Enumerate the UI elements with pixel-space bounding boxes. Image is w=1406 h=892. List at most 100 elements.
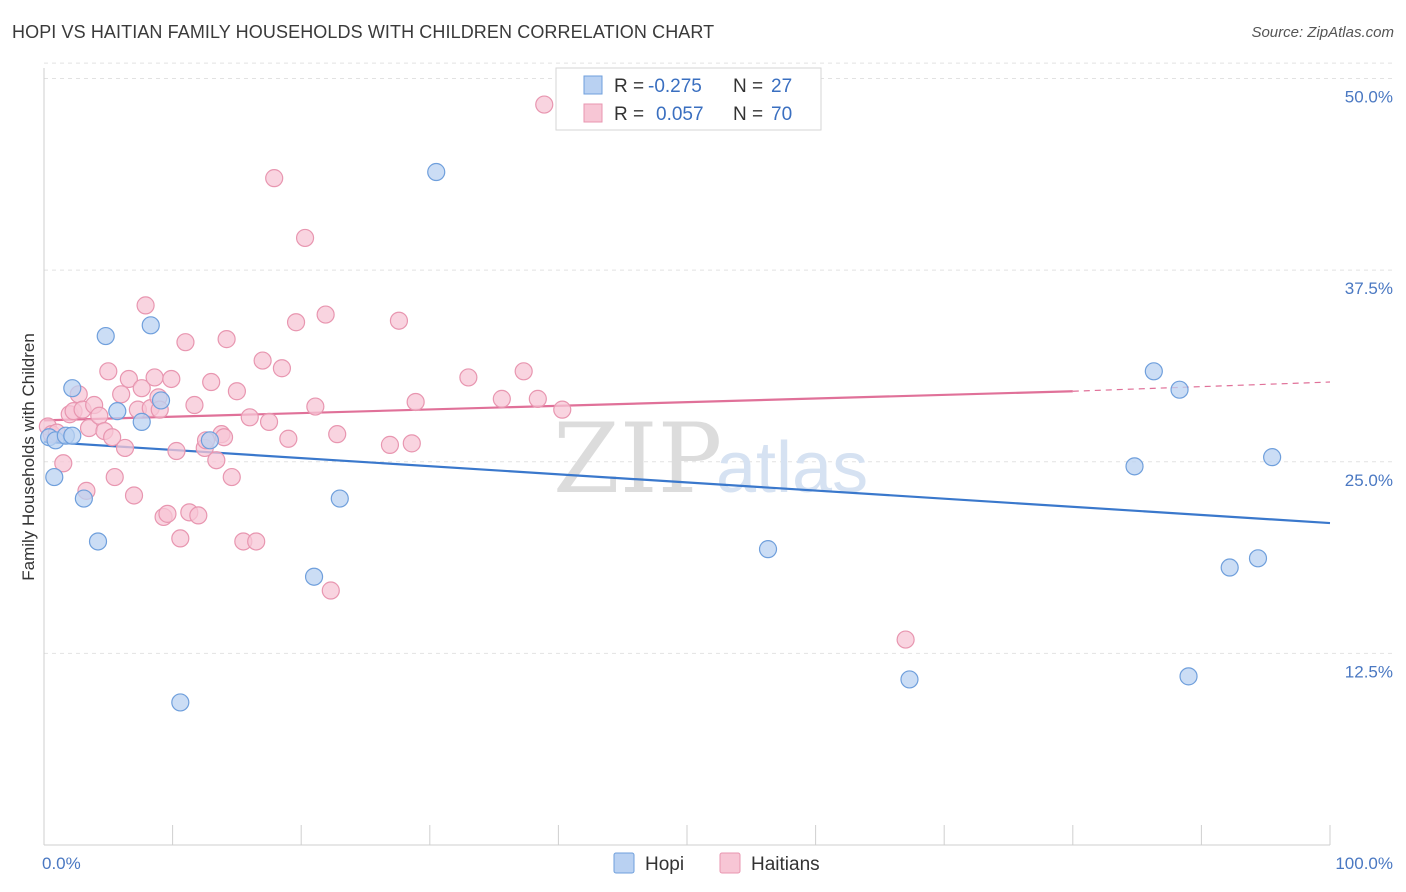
legend-hopi-n-label: N = [733, 76, 763, 97]
point-haitians-3 [54, 454, 73, 473]
point-hopi-6 [63, 379, 82, 398]
point-haitians-48 [272, 359, 292, 378]
point-haitians-41 [227, 382, 246, 401]
top-legend: R = -0.275 N = 27 R = 0.057 N = 70 [555, 67, 822, 131]
point-haitians-56 [380, 435, 400, 454]
point-hopi-8 [108, 402, 127, 421]
point-haitians-43 [240, 408, 259, 427]
point-hopi-5 [74, 489, 93, 508]
point-haitians-31 [176, 333, 195, 352]
point-haitians-16 [112, 385, 131, 404]
point-haitians-61 [492, 389, 511, 408]
x-tick-label-max: 100.0% [1335, 854, 1393, 873]
legend-haitians-n-value: 70 [771, 104, 792, 125]
legend-haitians-r-value: 0.057 [656, 104, 704, 125]
point-hopi-21 [1144, 362, 1163, 381]
point-haitians-14 [103, 428, 122, 447]
bottom-legend: Hopi Haitians [613, 852, 820, 875]
y-tick-label-3: 50.0% [1345, 88, 1393, 107]
point-haitians-49 [279, 429, 298, 448]
chart-source: Source: ZipAtlas.com [1251, 24, 1394, 41]
legend-hopi-r-value: -0.275 [648, 76, 702, 97]
point-haitians-57 [389, 311, 409, 330]
point-haitians-47 [265, 169, 284, 188]
point-hopi-17 [88, 532, 108, 551]
point-haitians-60 [459, 368, 478, 387]
point-hopi-10 [141, 316, 160, 335]
bottom-legend-swatch-hopi [613, 852, 635, 874]
x-tick-label-min: 0.0% [42, 854, 81, 873]
point-haitians-28 [162, 369, 181, 389]
point-haitians-36 [202, 372, 221, 392]
point-haitians-46 [259, 412, 279, 431]
y-axis-label: Family Households with Children [19, 333, 38, 581]
point-hopi-25 [1248, 549, 1268, 568]
point-hopi-13 [200, 431, 219, 450]
watermark-zip: ZIP [553, 403, 722, 515]
point-haitians-62 [514, 362, 533, 381]
point-haitians-37 [207, 451, 226, 470]
point-hopi-11 [151, 391, 171, 410]
point-haitians-51 [295, 228, 315, 248]
point-hopi-22 [1170, 380, 1189, 399]
point-hopi-9 [132, 412, 151, 431]
point-hopi-15 [330, 489, 349, 508]
legend-haitians-n-label: N = [733, 104, 763, 125]
point-hopi-7 [96, 326, 115, 346]
point-haitians-59 [402, 434, 421, 453]
point-haitians-40 [222, 467, 241, 487]
point-hopi-4 [45, 467, 64, 487]
point-haitians-13 [99, 362, 118, 381]
grid-lines [44, 62, 1393, 654]
point-hopi-24 [1220, 558, 1239, 577]
point-hopi-3 [63, 426, 82, 445]
point-hopi-12 [171, 693, 190, 712]
trend-line-haitians-extension [1072, 381, 1331, 392]
point-haitians-50 [286, 313, 306, 332]
legend-hopi-r-label: R = [614, 76, 644, 97]
point-haitians-63 [528, 389, 547, 408]
legend-swatch-haitians [583, 103, 603, 123]
y-tick-label-2: 37.5% [1345, 279, 1393, 298]
point-haitians-52 [306, 397, 325, 416]
point-haitians-21 [132, 379, 151, 398]
y-tick-label-1: 25.0% [1345, 471, 1393, 490]
point-hopi-18 [758, 540, 778, 559]
point-haitians-19 [124, 486, 144, 505]
data-points [38, 95, 1282, 712]
point-haitians-44 [247, 532, 266, 551]
point-haitians-17 [115, 438, 135, 458]
point-haitians-24 [145, 368, 164, 387]
chart-title: HOPI VS HAITIAN FAMILY HOUSEHOLDS WITH C… [12, 22, 715, 42]
point-haitians-58 [406, 392, 425, 412]
point-haitians-53 [316, 305, 335, 324]
bottom-legend-hopi: Hopi [645, 854, 684, 875]
axes [43, 68, 1331, 846]
point-haitians-54 [321, 581, 340, 600]
point-haitians-18 [119, 369, 138, 389]
point-haitians-11 [90, 406, 109, 425]
y-tick-label-0: 12.5% [1345, 662, 1393, 681]
point-haitians-64 [535, 95, 554, 114]
point-haitians-15 [105, 467, 124, 487]
point-haitians-34 [189, 506, 208, 525]
point-haitians-39 [217, 330, 236, 349]
bottom-legend-haitians: Haitians [751, 854, 820, 875]
point-haitians-29 [167, 441, 186, 461]
point-haitians-66 [896, 630, 915, 649]
bottom-legend-swatch-haitians [719, 852, 741, 874]
point-haitians-45 [253, 351, 272, 370]
legend-swatch-hopi [583, 75, 603, 95]
watermark-atlas: atlas [716, 428, 868, 508]
point-haitians-33 [185, 395, 204, 415]
point-hopi-19 [900, 670, 919, 689]
point-hopi-16 [427, 162, 446, 182]
legend-hopi-n-value: 27 [771, 76, 792, 97]
point-haitians-27 [158, 504, 177, 523]
point-hopi-26 [1263, 448, 1282, 467]
point-haitians-30 [171, 529, 190, 548]
point-haitians-65 [553, 400, 572, 419]
point-hopi-14 [304, 567, 324, 586]
trend-line-hopi [43, 440, 1331, 525]
